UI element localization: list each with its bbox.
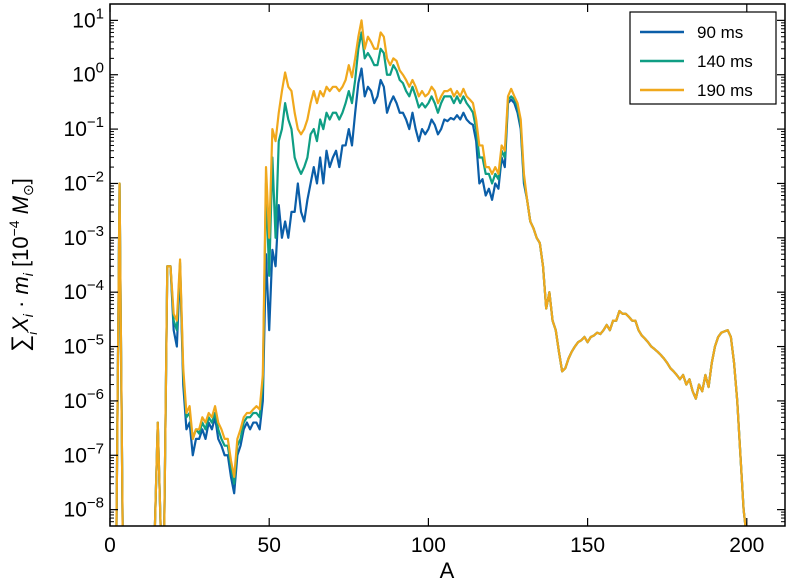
ylabel-x-sub: i [20,313,36,317]
y-tick-label: 101 [72,5,104,32]
ylabel-dot: · [8,295,33,315]
x-tick-label: 200 [729,534,764,557]
legend-box [629,11,777,105]
svg-text:∑iXi · mi [10−4 M⊙]: ∑iXi · mi [10−4 M⊙] [6,178,40,352]
y-tick-label: 10−3 [64,223,104,250]
ylabel-sum-index: i [25,331,40,335]
legend-label-2: 140 ms [697,52,753,71]
ylabel-bracket-open: [10 [8,236,33,273]
ylabel-m-sub: i [20,272,36,276]
x-axis: 0 50 100 150 200 [104,4,764,557]
legend-label-3: 190 ms [697,81,753,100]
y-axis-label: ∑iXi · mi [10−4 M⊙] [6,178,40,352]
y-tick-label: 10−7 [64,440,104,467]
series-line-1 [115,67,747,526]
ylabel-bracket-close: ] [8,178,33,184]
y-tick-label: 10−5 [64,332,104,359]
plot-frame [109,3,786,527]
ylabel-sum: ∑ [7,335,34,352]
legend-label-1: 90 ms [697,23,743,42]
series-line-3 [115,19,747,526]
y-tick-label: 10−8 [64,495,104,522]
x-tick-label: 150 [570,534,605,557]
y-tick-label: 10−4 [64,277,104,304]
x-tick-label: 50 [258,534,281,557]
ylabel-x: X [8,316,33,333]
legend: 90 ms 140 ms 190 ms [629,11,777,105]
ylabel-m: m [8,276,33,294]
y-axis: 10−8 10−7 10−6 10−5 10−4 10−3 10−2 10−1 100 101 [64,3,785,527]
series-line-2 [115,31,747,526]
x-axis-label: A [440,558,455,582]
ylabel-unit: M [8,195,33,220]
y-tick-label: 10−6 [64,386,104,413]
ylabel-unit-sub: ⊙ [20,184,36,196]
x-tick-label: 100 [411,534,446,557]
y-tick-label: 10−1 [64,114,104,141]
y-tick-label: 100 [72,60,104,87]
ylabel-exponent: −4 [6,220,22,236]
x-tick-label: 0 [104,534,116,557]
y-tick-label: 10−2 [64,168,104,195]
series-layer [115,19,747,526]
